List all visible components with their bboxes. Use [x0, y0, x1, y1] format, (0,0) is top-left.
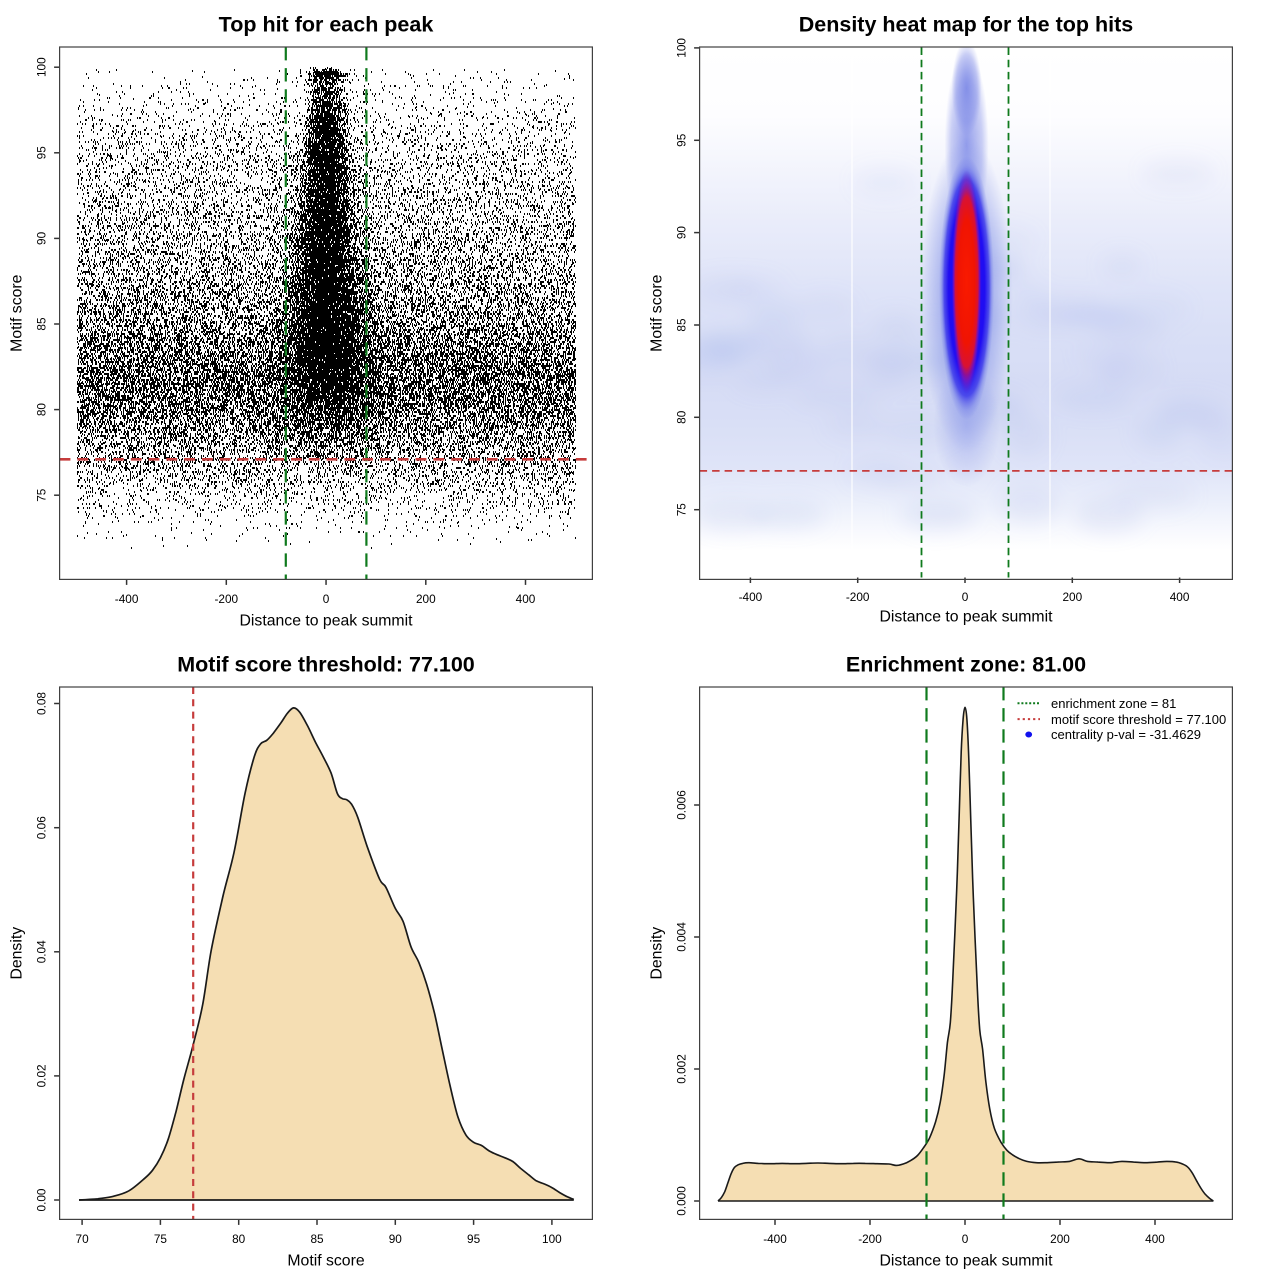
svg-text:90: 90: [389, 1232, 403, 1246]
svg-text:95: 95: [674, 133, 688, 147]
svg-text:85: 85: [34, 317, 48, 331]
svg-text:Distance to peak summit: Distance to peak summit: [240, 612, 414, 629]
svg-text:Motif score: Motif score: [9, 274, 26, 351]
svg-text:-200: -200: [858, 1232, 882, 1246]
svg-text:Motif score: Motif score: [287, 1252, 364, 1269]
svg-text:0.002: 0.002: [674, 1054, 688, 1084]
svg-text:-400: -400: [763, 1232, 787, 1246]
svg-text:90: 90: [34, 231, 48, 245]
svg-text:Distance to peak summit: Distance to peak summit: [880, 609, 1054, 626]
svg-text:Density: Density: [649, 927, 666, 980]
svg-text:95: 95: [467, 1232, 481, 1246]
svg-text:200: 200: [416, 592, 436, 606]
svg-text:centrality p-val = -31.4629: centrality p-val = -31.4629: [1051, 727, 1201, 742]
svg-text:95: 95: [34, 146, 48, 160]
svg-text:motif score threshold = 77.100: motif score threshold = 77.100: [1051, 712, 1226, 727]
svg-text:100: 100: [542, 1232, 562, 1246]
svg-text:0.08: 0.08: [34, 692, 48, 715]
svg-text:Enrichment zone: 81.00: Enrichment zone: 81.00: [846, 653, 1086, 677]
svg-text:Motif score: Motif score: [649, 274, 666, 351]
svg-text:enrichment zone = 81: enrichment zone = 81: [1051, 696, 1176, 711]
svg-text:80: 80: [34, 403, 48, 417]
svg-text:-400: -400: [115, 592, 139, 606]
svg-text:200: 200: [1050, 1232, 1070, 1246]
svg-text:90: 90: [674, 226, 688, 240]
svg-text:75: 75: [154, 1232, 168, 1246]
svg-text:Density heat map for the top h: Density heat map for the top hits: [799, 13, 1134, 37]
svg-text:0: 0: [323, 592, 330, 606]
svg-text:0.04: 0.04: [34, 940, 48, 963]
svg-text:0.02: 0.02: [34, 1064, 48, 1087]
svg-text:0.004: 0.004: [674, 922, 688, 952]
svg-text:400: 400: [516, 592, 536, 606]
svg-text:Top hit for each peak: Top hit for each peak: [219, 13, 434, 37]
svg-text:200: 200: [1062, 590, 1082, 604]
svg-text:-400: -400: [739, 590, 763, 604]
svg-text:0.000: 0.000: [674, 1186, 688, 1216]
svg-text:400: 400: [1145, 1232, 1165, 1246]
svg-text:0: 0: [962, 590, 969, 604]
svg-text:85: 85: [674, 318, 688, 332]
svg-text:Motif score threshold: 77.100: Motif score threshold: 77.100: [177, 653, 475, 677]
svg-text:Distance to peak summit: Distance to peak summit: [880, 1252, 1054, 1269]
svg-text:70: 70: [76, 1232, 90, 1246]
svg-text:85: 85: [310, 1232, 324, 1246]
svg-text:80: 80: [674, 410, 688, 424]
svg-text:100: 100: [674, 38, 688, 58]
svg-text:0: 0: [962, 1232, 969, 1246]
svg-text:0.006: 0.006: [674, 790, 688, 820]
svg-text:-200: -200: [846, 590, 870, 604]
svg-text:0.00: 0.00: [34, 1188, 48, 1211]
svg-text:400: 400: [1170, 590, 1190, 604]
svg-text:75: 75: [34, 488, 48, 502]
svg-text:0.06: 0.06: [34, 816, 48, 839]
svg-text:75: 75: [674, 503, 688, 517]
svg-text:80: 80: [232, 1232, 246, 1246]
svg-text:Density: Density: [9, 927, 26, 980]
svg-text:-200: -200: [214, 592, 238, 606]
svg-text:100: 100: [34, 57, 48, 77]
